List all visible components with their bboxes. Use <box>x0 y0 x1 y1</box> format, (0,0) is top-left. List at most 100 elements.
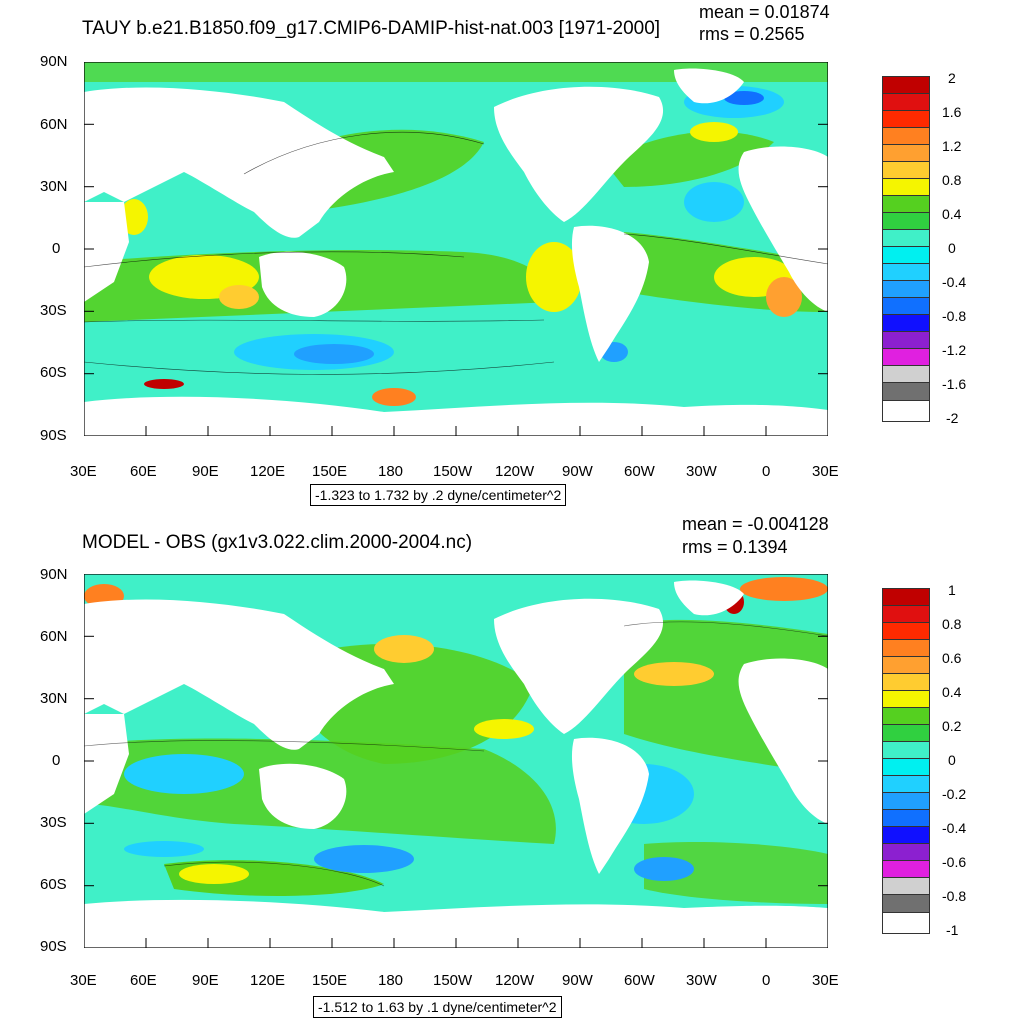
land-europe-africa <box>738 658 828 824</box>
lon-label: 60W <box>624 972 655 989</box>
field-high <box>690 122 738 142</box>
field-high <box>740 577 828 601</box>
lat-label: 90S <box>40 427 67 444</box>
lon-label: 150E <box>312 972 348 989</box>
land-australia <box>259 251 347 317</box>
panel-1-map <box>84 62 828 436</box>
field-low <box>724 91 764 105</box>
field-high <box>372 388 416 406</box>
colorbar-label: 0 <box>948 240 956 256</box>
panel-2-rms: rms = 0.1394 <box>682 537 788 557</box>
colorbar-label: 0.4 <box>942 206 962 222</box>
lon-label: 90E <box>192 463 219 480</box>
lon-label: 0 <box>762 463 771 480</box>
land-europe-africa <box>738 146 828 312</box>
lon-label: 90W <box>562 463 593 480</box>
lat-label: 60S <box>40 364 67 381</box>
lon-label: 180 <box>378 463 404 480</box>
colorbar-label: -0.4 <box>942 274 967 290</box>
colorbar-label: 0.4 <box>942 684 962 700</box>
panel-1-title: TAUY b.e21.B1850.f09_g17.CMIP6-DAMIP-his… <box>82 18 661 39</box>
lon-label: 150W <box>433 463 473 480</box>
colorbar-label: 0.6 <box>942 650 962 666</box>
lat-label: 90N <box>40 566 68 583</box>
land-greenland <box>674 68 744 104</box>
lon-label: 150E <box>312 463 348 480</box>
lat-label: 0 <box>52 752 61 769</box>
lon-label: 30E <box>812 463 839 480</box>
colorbar-label: -0.8 <box>942 308 967 324</box>
panel-2-colorbar <box>882 588 930 934</box>
field-high <box>144 379 184 389</box>
lat-label: 90S <box>40 938 67 955</box>
colorbar-label: 1.6 <box>942 104 962 120</box>
panel-2-contour-info: -1.512 to 1.63 by .1 dyne/centimeter^2 <box>313 996 562 1018</box>
lon-label: 120W <box>495 972 535 989</box>
field-band <box>604 131 774 187</box>
field-low <box>124 841 204 857</box>
colorbar-label: -0.4 <box>942 820 967 836</box>
lat-label: 0 <box>52 240 61 257</box>
lon-label: 30E <box>70 972 97 989</box>
land-antarctica <box>84 899 828 948</box>
lon-label: 30E <box>812 972 839 989</box>
lat-label: 90N <box>40 53 68 70</box>
land-north-america <box>494 86 664 222</box>
field-low <box>684 182 744 222</box>
lon-label: 60E <box>130 972 157 989</box>
land-south-america <box>571 225 649 362</box>
lon-label: 60W <box>624 463 655 480</box>
field-high <box>766 277 802 317</box>
colorbar-label: 0 <box>948 752 956 768</box>
field-high <box>474 719 534 739</box>
colorbar-label: -1.6 <box>942 376 967 392</box>
contour-lines <box>84 131 828 375</box>
colorbar-label: 0.8 <box>942 172 962 188</box>
colorbar-label: 0.2 <box>942 718 962 734</box>
lon-label: 120E <box>250 463 286 480</box>
lon-label: 180 <box>378 972 404 989</box>
colorbar-label: -1 <box>946 922 959 938</box>
contour-lines <box>84 621 828 887</box>
lon-label: 30W <box>686 972 717 989</box>
panel-1-rms: rms = 0.2565 <box>699 24 805 44</box>
land-north-america <box>494 598 664 734</box>
field-high <box>526 242 582 312</box>
land-greenland <box>674 580 744 616</box>
panel-1-colorbar <box>882 76 930 422</box>
colorbar-label: -0.2 <box>942 786 967 802</box>
lat-label: 30N <box>40 690 68 707</box>
lon-label: 60E <box>130 463 157 480</box>
field-low <box>314 845 414 873</box>
colorbar-label: 0.8 <box>942 616 962 632</box>
lat-label: 30S <box>40 302 67 319</box>
lon-label: 0 <box>762 972 771 989</box>
lat-label: 30N <box>40 178 68 195</box>
panel-2-map <box>84 574 828 948</box>
lat-label: 60N <box>40 116 68 133</box>
field-low <box>294 344 374 364</box>
lon-label: 150W <box>433 972 473 989</box>
lon-label: 30W <box>686 463 717 480</box>
land-australia <box>259 763 347 829</box>
field-high <box>374 635 434 663</box>
land-eurasia <box>84 87 394 238</box>
land-south-america <box>571 737 649 874</box>
lat-label: 60N <box>40 628 68 645</box>
field-band <box>84 62 828 82</box>
field-high <box>634 662 714 686</box>
lat-label: 60S <box>40 876 67 893</box>
lon-label: 120W <box>495 463 535 480</box>
field-low <box>124 754 244 794</box>
colorbar-label: 1.2 <box>942 138 962 154</box>
lat-label: 30S <box>40 814 67 831</box>
land-africa <box>84 714 129 814</box>
lon-label: 90W <box>562 972 593 989</box>
field-low <box>634 857 694 881</box>
panel-2-title: MODEL - OBS (gx1v3.022.clim.2000-2004.nc… <box>82 532 473 553</box>
field-band <box>644 842 828 904</box>
lon-label: 120E <box>250 972 286 989</box>
lon-label: 30E <box>70 463 97 480</box>
land-eurasia <box>84 599 394 750</box>
lon-label: 90E <box>192 972 219 989</box>
